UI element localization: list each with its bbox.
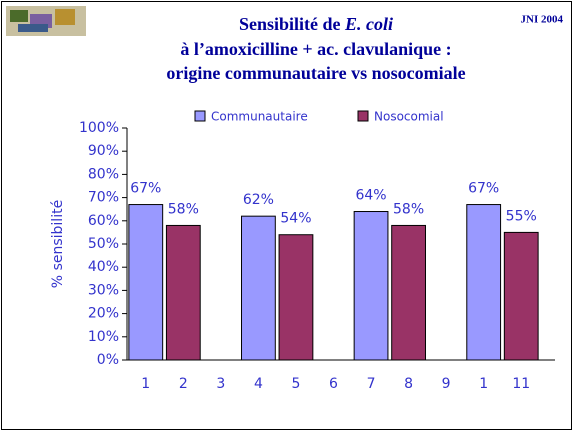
y-tick-label: 40%: [88, 259, 119, 275]
value-label: 67%: [130, 181, 161, 197]
x-tick-label: 5: [291, 376, 300, 392]
chart-title: Sensibilité de E. coli: [239, 14, 393, 34]
legend-label: Nosocomial: [374, 110, 444, 124]
title-part: E. coli: [344, 14, 393, 34]
bar: [466, 204, 502, 361]
y-tick-label: 30%: [88, 282, 119, 298]
value-label: 62%: [243, 192, 274, 208]
x-tick-label: 11: [512, 376, 530, 392]
x-tick-label: 1: [479, 376, 488, 392]
legend-swatch: [357, 110, 369, 122]
y-tick-label: 50%: [88, 236, 119, 252]
y-tick-label: 60%: [88, 213, 119, 229]
x-tick-label: 6: [329, 376, 338, 392]
bar: [278, 234, 314, 361]
title-line: origine communautaire vs nosocomiale: [166, 63, 465, 83]
legend-label: Communautaire: [211, 110, 308, 124]
title-line: à l’amoxicilline + ac. clavulanique :: [180, 39, 451, 59]
y-tick-label: 70%: [88, 190, 119, 206]
bar: [128, 204, 164, 361]
value-label: 58%: [168, 201, 199, 217]
logo: [6, 6, 86, 36]
value-label: 54%: [280, 211, 311, 227]
value-label: 55%: [506, 208, 537, 224]
bar: [241, 215, 276, 361]
x-tick-label: 3: [216, 376, 225, 392]
x-tick-label: 7: [367, 376, 376, 392]
x-tick-label: 4: [254, 376, 263, 392]
x-tick-label: 8: [404, 376, 413, 392]
y-tick-label: 90%: [88, 143, 119, 159]
x-tick-label: 1: [141, 376, 150, 392]
y-tick-label: 0%: [97, 352, 119, 368]
annotation: JNI 2004: [521, 14, 564, 26]
y-tick-label: 20%: [88, 306, 119, 322]
legend-swatch: [194, 110, 206, 122]
bar: [353, 211, 389, 361]
bar: [503, 231, 539, 361]
value-label: 64%: [355, 188, 386, 204]
x-tick-label: 9: [442, 376, 451, 392]
title-part: Sensibilité de: [239, 14, 345, 34]
value-label: 67%: [468, 181, 499, 197]
y-axis-label: % sensibilité: [50, 200, 66, 288]
bar: [165, 224, 201, 361]
value-label: 58%: [393, 201, 424, 217]
y-tick-label: 80%: [88, 166, 119, 182]
bar: [391, 224, 426, 361]
y-tick-label: 10%: [88, 329, 119, 345]
x-tick-label: 2: [179, 376, 188, 392]
y-tick-label: 100%: [79, 120, 119, 136]
